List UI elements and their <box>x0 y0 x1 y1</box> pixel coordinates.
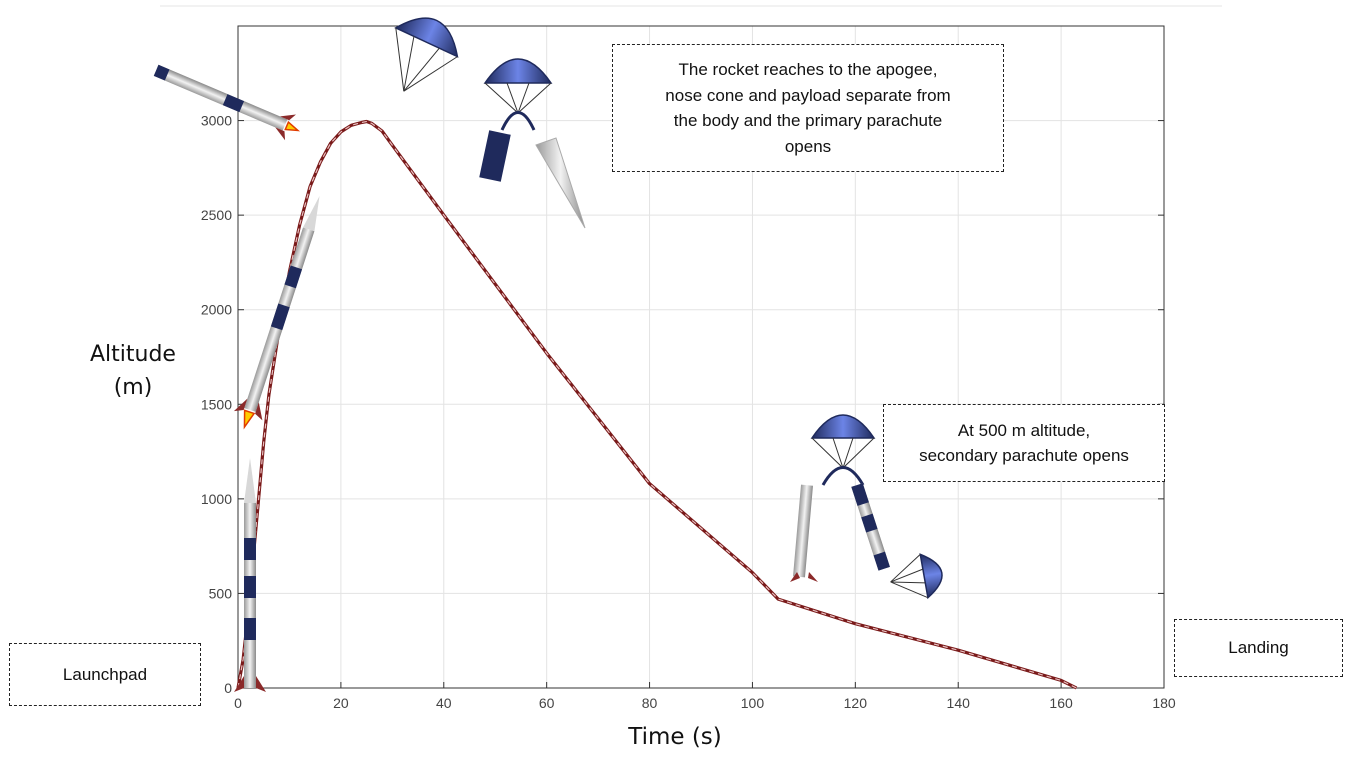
x-tick-label: 120 <box>844 695 868 711</box>
y-tick-label: 2000 <box>201 302 232 318</box>
secondary-parachute-icon <box>810 414 876 486</box>
descending-payload-icon <box>851 483 890 571</box>
x-tick-label: 80 <box>642 695 658 711</box>
nose-cone-icon <box>535 137 586 229</box>
apogee-annotation-line2: nose cone and payload separate from <box>665 85 951 105</box>
y-tick-label: 0 <box>224 680 232 696</box>
secondary-annotation-line1: At 500 m altitude, <box>957 420 1091 440</box>
x-tick-label: 40 <box>436 695 452 711</box>
plot-frame <box>237 25 1165 689</box>
x-tick-label: 60 <box>539 695 555 711</box>
series-layer <box>236 119 1078 690</box>
apogee-annotation-line3: the body and the primary parachute <box>673 111 943 130</box>
y-tick-label: 3000 <box>201 113 232 129</box>
axis-ticks: 0 20 40 60 80 100 120 140 160 180 0 500 1000 1500 2000… <box>201 113 1176 711</box>
descending-body-icon <box>790 484 818 582</box>
secondary-annotation-line2: secondary parachute opens <box>919 446 1129 465</box>
y-axis-label-line1: Altitude <box>90 342 176 367</box>
y-tick-label: 1500 <box>201 396 232 412</box>
y-tick-label: 2500 <box>201 207 232 223</box>
rocket-ascent-icon <box>233 196 320 430</box>
x-tick-label: 0 <box>234 695 242 711</box>
apogee-annotation: The rocket reaches to the apogee, nose c… <box>612 44 1004 172</box>
secondary-chute-annotation: At 500 m altitude, secondary parachute o… <box>883 404 1165 482</box>
x-axis-label: Time (s) <box>628 724 722 750</box>
x-tick-label: 100 <box>741 695 765 711</box>
x-tick-label: 140 <box>947 695 971 711</box>
x-tick-label: 160 <box>1049 695 1073 711</box>
x-tick-label: 20 <box>333 695 349 711</box>
altitude-series-dash <box>237 120 1077 689</box>
y-tick-label: 500 <box>209 585 233 601</box>
parachute-apogee-icon <box>394 17 459 92</box>
x-tick-label: 180 <box>1152 695 1176 711</box>
y-tick-label: 1000 <box>201 491 232 507</box>
rocket-launchpad-icon <box>234 458 266 692</box>
separated-body-icon <box>479 130 511 182</box>
y-axis-label: Altitude (m) <box>78 338 188 404</box>
y-axis-label-line2: (m) <box>113 375 153 400</box>
drogue-parachute-icon <box>890 553 943 600</box>
rocket-apogee-icon <box>153 64 301 141</box>
apogee-annotation-line1: The rocket reaches to the apogee, <box>678 60 938 79</box>
apogee-annotation-line4: opens <box>784 136 832 156</box>
primary-parachute-icon <box>483 58 553 131</box>
landing-annotation: Landing <box>1174 619 1343 677</box>
launchpad-annotation: Launchpad <box>9 643 201 706</box>
